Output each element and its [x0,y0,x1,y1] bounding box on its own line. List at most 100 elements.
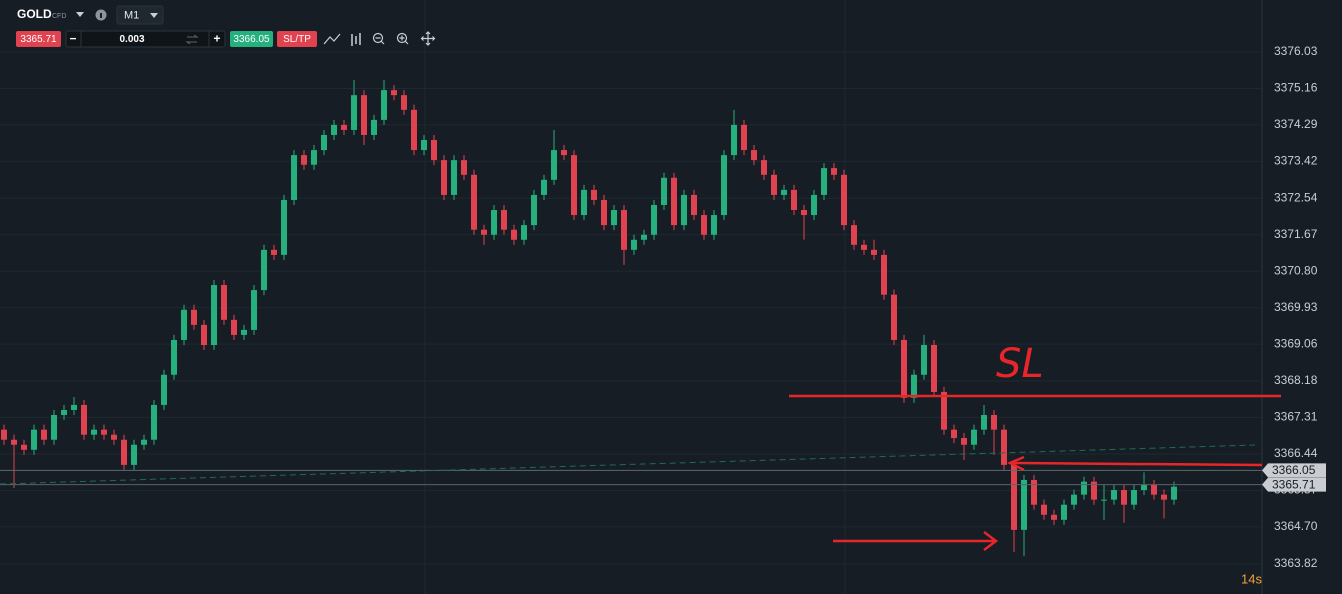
symbol[interactable]: GOLD [17,7,52,21]
candle-body [1031,479,1037,505]
candle-body [81,404,87,435]
candle-body [961,438,967,445]
candle-body [881,254,887,295]
timeframe-dropdown [150,13,158,18]
candle-body [501,210,507,230]
candle-body [871,249,877,255]
y-tick-label: 3363.82 [1274,556,1318,570]
y-tick-label: 3367.31 [1274,410,1318,424]
candle-body [1081,481,1087,495]
candle-body [481,229,487,235]
line-chart-icon[interactable] [323,33,341,45]
candle-body [791,189,797,211]
candle-body [1051,514,1057,520]
candle-body [541,179,547,195]
candle-body [1091,481,1097,500]
crosshair-icon[interactable] [420,31,436,46]
candle-body [1021,479,1027,530]
candle-body [511,229,517,240]
candle-body [1061,504,1067,520]
y-tick-label: 3376.03 [1274,44,1318,58]
candle-body [231,319,237,335]
y-tick-label: 3369.93 [1274,300,1318,314]
candle-body [371,119,377,135]
candle-body [11,439,17,445]
y-tick-label: 3375.16 [1274,81,1318,95]
y-tick-label: 3369.06 [1274,336,1318,350]
timer: 14s [1241,571,1262,586]
candle-body [931,344,937,392]
candle-body [251,290,257,330]
info-glyph [100,13,102,18]
candle-body [621,210,627,250]
candle-body [411,109,417,151]
candle-body [301,155,307,165]
y-tick-label: 3366.44 [1274,446,1318,460]
ask-label: 3366.05 [1272,463,1316,477]
candle-body [901,339,907,398]
candle-body [751,150,757,161]
candle-body [671,177,677,226]
candle-body [661,177,667,205]
candle-body [421,140,427,151]
candle-body [781,189,787,195]
candle-body [651,204,657,235]
candle-body [801,210,807,216]
toolbar: GOLD CFD M1 3365.71 − 0.003 + 3366.05 SL… [16,5,436,48]
symbol-type: CFD [52,13,66,20]
candle-body [111,434,117,440]
candle-body [331,124,337,135]
candle-body [181,309,187,340]
sell-button[interactable] [16,31,61,47]
candle-body [461,160,467,175]
candle-body [281,199,287,255]
candle-body [831,168,837,175]
candle-body [141,439,147,445]
y-tick-label: 3370.80 [1274,263,1318,277]
y-tick-label: 3364.70 [1274,519,1318,533]
candle-body [861,244,867,250]
plus[interactable]: + [213,32,220,46]
candle-body [1131,490,1137,505]
candle-icon[interactable] [351,33,361,46]
candle-body [41,429,47,440]
candle-body [391,90,397,96]
buy-button[interactable] [230,31,273,47]
candle-body [941,391,947,430]
candle-body [1121,490,1127,505]
zoom-in-icon[interactable] [396,32,408,44]
candle-body [211,285,217,345]
minus[interactable]: − [69,32,76,46]
candle-body [191,309,197,325]
candle-body [381,90,387,120]
zoom-in-glyph [399,35,409,45]
bid-label: 3365.71 [1272,477,1316,491]
candle-body [341,124,347,130]
candle-body [121,439,127,465]
candle-body [1041,504,1047,515]
volume-field[interactable] [65,30,226,48]
timeframe-box[interactable] [116,5,164,25]
candle-body [71,404,77,410]
bid-label-box [1262,477,1326,492]
candle-body [911,374,917,398]
candle-body [201,324,207,345]
candle-body [271,249,277,255]
candle-body [811,194,817,216]
swap-icon[interactable] [185,34,199,45]
candle-body [971,429,977,445]
candle-body [311,150,317,165]
candle-body [591,189,597,200]
candle-body [681,194,687,226]
volume[interactable]: 0.003 [119,34,144,45]
symbol-dropdown[interactable] [76,12,84,17]
sltp-button[interactable] [277,31,317,47]
candle-body [581,189,587,216]
candle-body [761,160,767,175]
candle-body [531,194,537,226]
candle-body [1,429,7,440]
candle-body [731,124,737,156]
candle-body [641,234,647,240]
zoom-out-icon[interactable] [372,32,384,44]
